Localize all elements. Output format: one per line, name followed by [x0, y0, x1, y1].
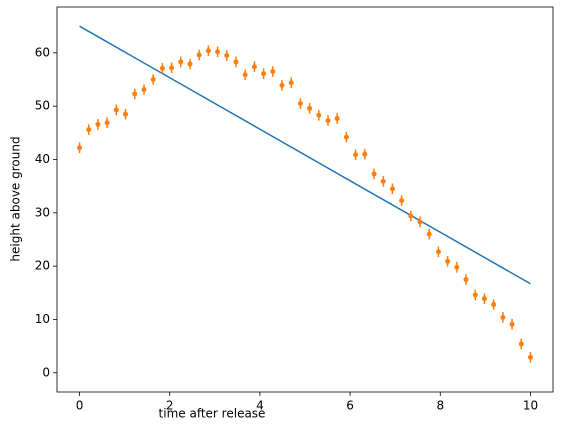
point — [316, 112, 322, 118]
point — [113, 107, 119, 113]
line — [79, 25, 531, 285]
plot-frame — [56, 6, 554, 393]
point — [371, 171, 377, 177]
point — [509, 321, 515, 327]
point — [500, 314, 506, 320]
point — [518, 341, 524, 347]
point — [224, 53, 230, 59]
point — [362, 151, 368, 157]
point — [408, 213, 414, 219]
point — [472, 292, 478, 298]
point — [169, 65, 175, 71]
point — [380, 178, 386, 184]
point — [270, 69, 276, 75]
point — [279, 82, 285, 88]
point — [132, 91, 138, 97]
x-tick-label: 10 — [523, 399, 538, 413]
point — [307, 105, 313, 111]
point — [104, 120, 110, 126]
point — [159, 65, 165, 71]
point — [77, 145, 83, 151]
point — [435, 249, 441, 255]
point — [399, 198, 405, 204]
x-tick-label: 8 — [436, 399, 444, 413]
y-tick-label: 0 — [42, 365, 50, 379]
point — [178, 59, 184, 65]
x-tick-label: 4 — [256, 399, 264, 413]
point — [353, 152, 359, 158]
y-tick-label: 20 — [35, 259, 50, 273]
point — [527, 354, 533, 360]
point — [426, 231, 432, 237]
point — [463, 276, 469, 282]
x-tick-label: 0 — [76, 399, 84, 413]
point — [491, 302, 497, 308]
point — [123, 111, 129, 117]
point — [297, 101, 303, 107]
point — [334, 115, 340, 121]
point — [233, 59, 239, 65]
point — [481, 296, 487, 302]
point — [288, 80, 294, 86]
y-tick-label: 30 — [35, 205, 50, 219]
x-axis-label: time after release — [159, 407, 266, 421]
y-tick-label: 50 — [35, 99, 50, 113]
point — [141, 87, 147, 93]
x-tick-label: 6 — [346, 399, 354, 413]
point — [325, 118, 331, 124]
point — [251, 64, 257, 70]
y-tick-label: 60 — [35, 45, 50, 59]
point — [215, 49, 221, 55]
y-axis-label: height above ground — [9, 136, 23, 261]
point — [242, 72, 248, 78]
point — [389, 186, 395, 192]
x-tick-label: 2 — [166, 399, 174, 413]
point — [95, 121, 101, 127]
point — [445, 258, 451, 264]
point — [417, 219, 423, 225]
point — [187, 61, 193, 67]
point — [343, 134, 349, 140]
point — [454, 264, 460, 270]
y-tick-label: 10 — [35, 312, 50, 326]
point — [196, 52, 202, 58]
point — [150, 77, 156, 83]
point — [86, 127, 92, 133]
point — [205, 48, 211, 54]
point — [261, 71, 267, 77]
y-tick-label: 40 — [35, 152, 50, 166]
